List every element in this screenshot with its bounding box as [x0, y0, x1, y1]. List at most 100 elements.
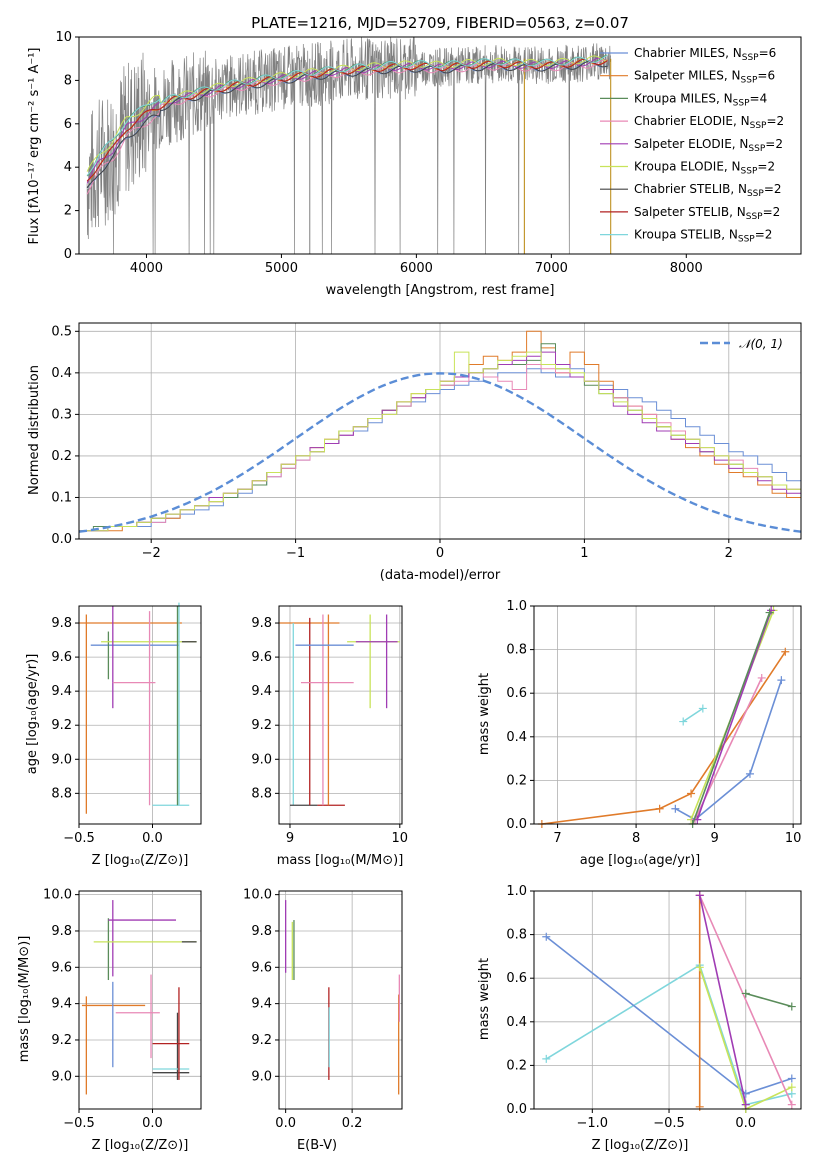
histogram-xtick-label-3: 1	[580, 546, 588, 561]
mass-vs-ebv-xtick-label-0: 0.0	[275, 1116, 296, 1131]
mass-vs-z-ytick-label-3: 9.6	[51, 960, 72, 975]
mass-weight-vs-age-marker-1-3	[777, 676, 786, 685]
mass-vs-z-ytick-label-2: 9.4	[51, 997, 72, 1012]
mass-weight-vs-z-ytick-label-5: 1.0	[506, 884, 527, 899]
mass-weight-vs-age-marker-2-2	[687, 789, 696, 798]
histogram-series-5	[79, 351, 801, 532]
mass-vs-z-ytick-label-4: 9.8	[51, 924, 72, 939]
spectrum-xtick-label-0: 4000	[130, 261, 163, 276]
mass-weight-vs-age-series-2	[541, 651, 786, 825]
mass-weight-vs-z-marker-4-1	[787, 1100, 796, 1109]
age-vs-mass-xlabel: mass [log₁₀(M/M⊙)]	[277, 853, 404, 868]
age-vs-mass-xtick-label-0: 9	[286, 831, 294, 846]
age-vs-z-ytick-label-0: 8.8	[51, 786, 72, 801]
mass-weight-vs-z-marker-3-2	[787, 1083, 796, 1092]
mass-weight-vs-z-series-6	[745, 992, 793, 1008]
spectrum-ytick-label-4: 8	[64, 73, 72, 88]
age-vs-z-panel: −0.5 0.0 8.8 9.0 9.2 9.4 9.6 9.8 Z [log₁₀(Z/Z⊙)…	[25, 602, 202, 868]
age-vs-z-xtick-label-1: 0.0	[142, 831, 163, 846]
mass-vs-z-panel: −0.5 0.0 9.0 9.2 9.4 9.6 9.8 10.0 Z [log₁₀(Z/Z⊙…	[17, 888, 202, 1153]
legend-label-6: Chabrier STELIB, NSSP=2	[634, 182, 782, 199]
mass-vs-z-ytick-label-0: 9.0	[51, 1069, 72, 1084]
mass-weight-vs-age-series-5	[696, 610, 772, 820]
mass-vs-ebv-panel: 0.0 0.2 9.0 9.2 9.4 9.6 9.8 10.0 E(B-V)	[243, 888, 403, 1153]
mass-weight-vs-age-xtick-label-0: 7	[553, 831, 561, 846]
mass-weight-vs-age-ylabel: mass weight	[477, 673, 492, 755]
model-spectrum-line-8	[86, 54, 608, 176]
age-vs-mass-panel: 9 10 8.8 9.0 9.2 9.4 9.6 9.8 mass [log₁₀(M/M⊙)]	[251, 605, 408, 868]
legend-label-4: Salpeter ELODIE, NSSP=2	[634, 137, 783, 154]
spectrum-ytick-label-3: 6	[64, 117, 72, 132]
spectrum-ytick-label-2: 4	[64, 160, 72, 175]
mass-weight-vs-z-panel: −1.0 −0.5 0.0 0.0 0.2 0.4 0.6 0.8 1.0 Z [log₁₀(Z…	[477, 884, 802, 1153]
age-vs-mass-plot-area: 9 10 8.8 9.0 9.2 9.4 9.6 9.8	[251, 605, 408, 846]
mass-weight-vs-z-marker-6-1	[787, 1002, 796, 1011]
residual-histogram-panel: −2 −1 0 1 2 0.0 0.1 0.2 0.3 0.4 0.5 𝒩(0, 1) (data-m…	[27, 322, 802, 583]
histogram-ylabel: Normed distribution	[27, 365, 42, 495]
mass-weight-vs-age-xtick-label-2: 9	[710, 831, 718, 846]
histogram-ytick-label-5: 0.5	[51, 324, 72, 339]
mass-vs-ebv-ytick-label-3: 9.6	[251, 960, 272, 975]
model-spectrum-line-3	[86, 59, 608, 195]
mass-vs-z-frame	[78, 890, 202, 1110]
spectrum-xtick-label-1: 5000	[265, 261, 298, 276]
age-vs-mass-ytick-label-5: 9.8	[251, 616, 272, 631]
histogram-series-0	[79, 368, 801, 532]
mass-vs-z-plot-area: −0.5 0.0 9.0 9.2 9.4 9.6 9.8 10.0	[43, 888, 202, 1131]
mass-weight-vs-z-series-5	[698, 895, 747, 1105]
legend-label-8: Kroupa STELIB, NSSP=2	[634, 228, 772, 245]
legend-label-1: Salpeter MILES, NSSP=6	[634, 69, 775, 86]
histogram-xtick-label-4: 2	[725, 546, 733, 561]
age-vs-mass-ytick-label-1: 9.0	[251, 752, 272, 767]
age-vs-z-plot-area: −0.5 0.0 8.8 9.0 9.2 9.4 9.6 9.8	[51, 602, 202, 846]
mass-weight-vs-age-background	[534, 606, 801, 824]
normal-reference-curve	[78, 372, 802, 533]
spectrum-frame	[78, 36, 802, 255]
mass-vs-ebv-ytick-label-2: 9.4	[251, 997, 272, 1012]
legend-label-3: Chabrier ELODIE, NSSP=2	[634, 114, 784, 131]
mass-weight-vs-z-marker-5-1	[741, 1100, 750, 1109]
mass-vs-ebv-ytick-label-5: 10.0	[243, 888, 272, 903]
age-vs-z-ylabel: age [log₁₀(age/yr)]	[25, 654, 40, 775]
model-spectrum-line-6	[86, 60, 608, 189]
model-spectrum-line-4	[86, 57, 608, 184]
age-vs-z-ytick-label-5: 9.8	[51, 616, 72, 631]
mass-weight-vs-age-frame	[533, 605, 802, 825]
age-vs-z-xlabel: Z [log₁₀(Z/Z⊙)]	[92, 853, 189, 868]
mass-weight-vs-age-ytick-label-5: 1.0	[506, 599, 527, 614]
mass-weight-vs-z-ytick-label-2: 0.4	[506, 1015, 527, 1030]
mass-weight-vs-age-marker-1-0	[671, 804, 680, 813]
legend-label-2: Kroupa MILES, NSSP=4	[634, 91, 767, 108]
mass-weight-vs-z-marker-1-2	[787, 1074, 796, 1083]
age-vs-z-ytick-label-3: 9.4	[51, 684, 72, 699]
histogram-ytick-label-4: 0.4	[51, 366, 72, 381]
mass-weight-vs-age-marker-2-1	[655, 804, 664, 813]
mass-vs-z-xtick-label-0: −0.5	[63, 1116, 95, 1131]
age-vs-mass-frame	[278, 605, 403, 825]
spectrum-ytick-label-5: 10	[55, 30, 72, 45]
age-vs-mass-ytick-label-3: 9.4	[251, 684, 272, 699]
mass-vs-ebv-ytick-label-0: 9.0	[251, 1069, 272, 1084]
mass-weight-vs-age-series-0	[682, 707, 704, 723]
age-vs-z-frame	[78, 605, 202, 825]
mass-weight-vs-z-xtick-label-0: −1.0	[577, 1116, 609, 1131]
mass-weight-vs-age-marker-6-1	[765, 608, 774, 617]
mass-weight-vs-z-marker-0-0	[542, 1054, 551, 1063]
age-vs-mass-background	[279, 606, 402, 824]
mass-weight-vs-z-ytick-label-4: 0.8	[506, 928, 527, 943]
mass-vs-z-ytick-label-1: 9.2	[51, 1033, 72, 1048]
mass-weight-vs-age-ytick-label-2: 0.4	[506, 730, 527, 745]
spectrum-plot-area: 4000 5000 6000 7000 8000 0 2 4 6 8 10 Chabrier MILE…	[55, 30, 802, 276]
mass-weight-vs-z-marker-6-0	[741, 989, 750, 998]
mass-weight-vs-z-marker-5-0	[695, 891, 704, 900]
age-vs-z-ytick-label-2: 9.2	[51, 718, 72, 733]
spectrum-background	[79, 37, 801, 254]
age-vs-z-xtick-label-0: −0.5	[63, 831, 95, 846]
histogram-xlabel: (data-model)/error	[380, 568, 501, 583]
spectrum-xtick-label-4: 8000	[670, 261, 703, 276]
histogram-ytick-label-3: 0.3	[51, 407, 72, 422]
mass-weight-vs-age-ytick-label-0: 0.0	[506, 817, 527, 832]
mass-weight-vs-age-series-6	[691, 612, 771, 825]
mass-weight-vs-age-panel: 7 8 9 10 0.0 0.2 0.4 0.6 0.8 1.0 age [log₁₀(age/y…	[477, 599, 802, 868]
